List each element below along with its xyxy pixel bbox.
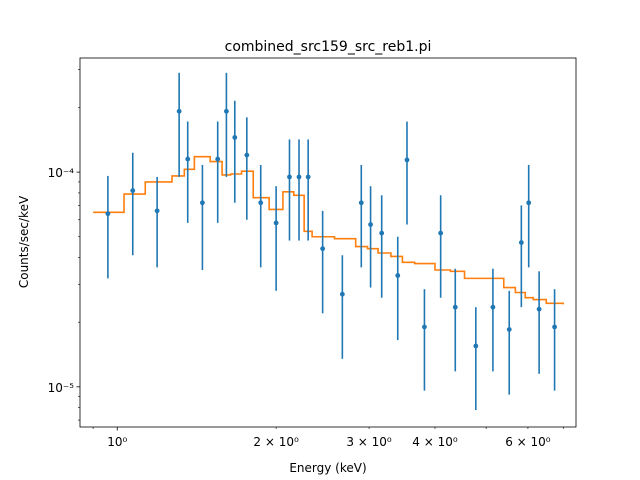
data-marker [518,240,524,245]
data-point [536,271,542,374]
model-step-line [93,155,565,305]
data-point [422,289,427,391]
data-point [506,290,512,395]
data-marker [404,157,410,163]
data-marker [490,304,496,310]
x-minor-tick-label: 2 × 10⁰ [253,435,299,449]
data-marker [185,156,191,162]
data-point [358,164,364,268]
data-point [215,121,221,223]
data-marker [258,200,264,206]
data-point [320,210,326,314]
data-marker [273,220,279,226]
data-marker [105,211,111,217]
data-marker [368,222,373,227]
plot-area-frame [79,57,577,428]
data-point [395,236,401,341]
data-marker [422,324,427,330]
x-axis-ticks: 10⁰ 2 × 10⁰ 3 × 10⁰ 4 × 10⁰ 6 × 10⁰ [92,427,564,449]
data-point [185,121,191,223]
x-minor-tick-label: 6 × 10⁰ [505,435,551,449]
data-point [305,139,311,241]
data-point [224,72,229,177]
data-marker [244,152,250,158]
data-marker [232,135,238,140]
data-point [339,255,345,359]
data-point [296,139,302,241]
y-tick-label: 10⁻⁴ [48,166,75,180]
data-point [473,307,479,410]
data-marker [526,200,532,206]
data-marker [320,246,326,252]
x-tick-label: 10⁰ [107,435,127,449]
data-marker [339,291,345,297]
data-marker [154,208,160,214]
data-marker [287,174,292,180]
data-point [154,176,160,268]
x-minor-tick-label: 4 × 10⁰ [412,435,458,449]
data-point [379,195,385,298]
data-marker [395,273,401,278]
data-point [452,268,458,372]
y-tick-label: 10⁻⁵ [48,381,75,395]
data-point [490,268,496,372]
data-marker [305,174,311,180]
data-marker [215,156,221,162]
data-point [518,205,524,308]
x-axis-label: Energy (keV) [289,461,366,475]
data-point [258,164,264,268]
x-minor-tick-label: 3 × 10⁰ [346,435,392,449]
data-marker [438,230,444,236]
data-point [200,164,205,271]
data-point [404,121,410,225]
data-point [105,175,111,279]
data-point [273,186,279,291]
data-marker [452,304,458,310]
data-point [438,195,444,298]
data-marker [296,174,302,180]
data-points-layer [105,72,557,410]
data-marker [130,188,136,194]
data-point [244,117,250,220]
data-marker [176,108,182,114]
data-marker [224,108,229,114]
data-point [176,72,182,177]
data-marker [536,306,542,312]
data-point [368,186,373,288]
data-marker [552,324,557,330]
data-marker [506,327,512,332]
data-point [287,139,292,241]
y-axis-label: Counts/sec/keV [17,195,31,288]
chart-title: combined_src159_src_reb1.pi [225,39,432,55]
data-marker [358,200,364,206]
data-marker [473,343,479,349]
data-marker [200,200,205,206]
data-point [552,289,557,391]
model-step-layer [93,155,565,305]
data-point [232,100,238,203]
data-point [130,152,136,256]
data-marker [379,230,385,236]
y-axis-ticks: 10⁻⁵ 10⁻⁴ [48,69,80,421]
data-point [526,164,532,268]
